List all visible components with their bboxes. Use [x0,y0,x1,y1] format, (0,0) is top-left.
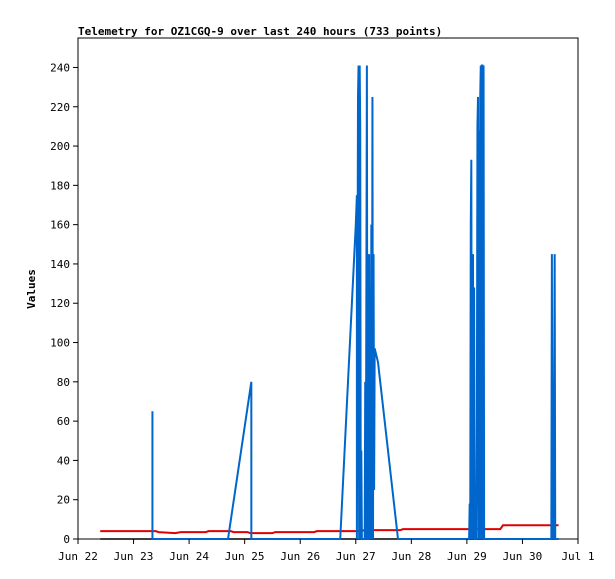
x-tick-label: Jun 25 [225,550,265,563]
y-tick-label: 160 [50,219,70,232]
series-layer [100,64,559,540]
x-tick-label: Jun 22 [58,550,98,563]
y-tick-label: 100 [50,337,70,350]
x-tick-label: Jun 23 [114,550,154,563]
y-tick-label: 180 [50,179,70,192]
y-tick-label: 20 [57,494,70,507]
y-tick-label: 0 [63,533,70,546]
x-tick-label: Jun 28 [391,550,431,563]
y-tick-label: 240 [50,61,70,74]
x-tick-label: Jun 26 [280,550,320,563]
x-tick-label: Jun 29 [447,550,487,563]
series-line-2 [100,524,559,535]
y-axis-label: Values [25,269,38,309]
chart-title: Telemetry for OZ1CGQ-9 over last 240 hou… [78,25,442,38]
y-axis-ticks: 0 20 40 60 80 100 120 140 160 180 200 220 240 [50,61,78,546]
y-tick-label: 120 [50,297,70,310]
y-tick-label: 80 [57,376,70,389]
y-tick-label: 40 [57,454,70,467]
x-tick-label: Jun 24 [169,550,209,563]
x-tick-label: Jun 27 [336,550,376,563]
series-line-3 [151,64,559,540]
y-tick-label: 200 [50,140,70,153]
x-tick-label: Jul 1 [561,550,594,563]
x-tick-label: Jun 30 [503,550,543,563]
x-axis-ticks: Jun 22 Jun 23 Jun 24 Jun 25 Jun 26 Jun 27 Jun … [58,539,595,563]
y-tick-label: 140 [50,258,70,271]
y-tick-label: 220 [50,101,70,114]
y-tick-label: 60 [57,415,70,428]
